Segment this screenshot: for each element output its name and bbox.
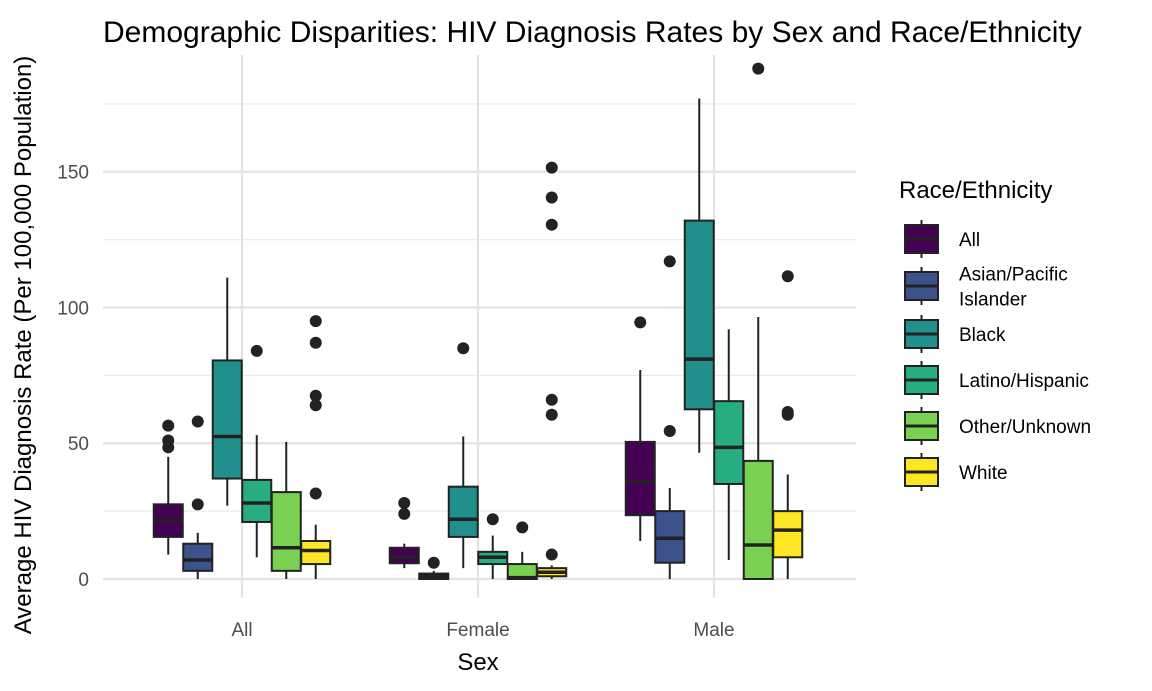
box-iqr [241, 478, 273, 523]
legend-label: Asian/Pacific [959, 265, 1068, 286]
outlier-point [634, 316, 647, 329]
y-axis-ticks: 0 50 100 150 [57, 163, 89, 591]
box-other-unknown-all [270, 441, 302, 579]
box-other-unknown-male [742, 62, 774, 580]
box-black-all [211, 277, 243, 506]
outlier-point [309, 399, 322, 412]
outlier-point [545, 393, 558, 406]
outlier-point [545, 548, 558, 561]
boxplot-marks [152, 62, 804, 580]
box-all-male [624, 316, 656, 541]
outlier-point [545, 218, 558, 231]
box-asian-pacific-islander-female [418, 556, 450, 580]
legend-item-black: Black [904, 315, 1006, 353]
outlier-point [781, 406, 794, 419]
outlier-point [545, 191, 558, 204]
box-asian-pacific-islander-male [654, 255, 686, 579]
box-iqr [447, 485, 479, 538]
legend-item-other-unknown: Other/Unknown [904, 407, 1091, 445]
x-axis-ticks: All Female Male [231, 620, 734, 641]
outlier-point [398, 496, 411, 509]
legend-label: White [959, 463, 1008, 484]
x-tick-label: All [231, 620, 252, 641]
outlier-point [191, 415, 204, 428]
legend-item-all: All [904, 220, 980, 258]
y-tick-label: 100 [57, 298, 89, 319]
box-iqr [388, 546, 420, 565]
box-latino-hispanic-male [713, 329, 745, 560]
box-black-female [447, 342, 479, 569]
box-iqr [624, 440, 656, 517]
legend-label: Islander [959, 290, 1027, 311]
legend-item-asian-pacific-islander: Asian/Pacific Islander [904, 265, 1068, 311]
box-white-male [772, 270, 804, 579]
y-tick-label: 150 [57, 163, 89, 184]
y-tick-label: 0 [78, 570, 89, 591]
outlier-point [309, 487, 322, 500]
outlier-point [663, 425, 676, 438]
outlier-point [398, 507, 411, 520]
legend-label: Other/Unknown [959, 417, 1091, 438]
box-iqr [182, 542, 214, 572]
x-axis-title: Sex [457, 649, 498, 676]
outlier-point [162, 419, 175, 432]
box-iqr [270, 491, 302, 572]
legend-label: Black [959, 325, 1006, 346]
legend: Race/Ethnicity All Asian/Pacific Islander B… [899, 177, 1091, 491]
outlier-point [545, 161, 558, 174]
box-white-female [536, 161, 568, 579]
box-latino-hispanic-all [241, 344, 273, 558]
outlier-point [663, 255, 676, 268]
outlier-point [250, 344, 263, 357]
box-iqr [772, 510, 804, 559]
box-iqr [742, 459, 774, 580]
y-axis-title: Average HIV Diagnosis Rate (Per 100,000 … [10, 56, 37, 635]
y-tick-label: 50 [68, 434, 89, 455]
outlier-point [309, 315, 322, 328]
legend-title: Race/Ethnicity [899, 177, 1052, 204]
box-iqr [683, 219, 715, 411]
box-iqr [211, 359, 243, 480]
box-latino-hispanic-female [477, 513, 509, 579]
outlier-point [191, 498, 204, 511]
outlier-point [516, 521, 529, 534]
box-all-all [152, 419, 184, 555]
legend-item-white: White [904, 453, 1008, 491]
outlier-point [309, 389, 322, 402]
outlier-point [309, 336, 322, 349]
outlier-point [486, 513, 499, 526]
box-iqr [713, 400, 745, 485]
outlier-point [545, 408, 558, 421]
box-other-unknown-female [506, 521, 538, 580]
box-black-male [683, 98, 715, 453]
box-asian-pacific-islander-all [182, 415, 214, 579]
box-iqr [300, 539, 332, 566]
legend-item-latino-hispanic: Latino/Hispanic [904, 361, 1089, 399]
box-all-female [388, 496, 420, 569]
x-tick-label: Male [693, 620, 734, 641]
outlier-point [457, 342, 470, 355]
x-tick-label: Female [446, 620, 509, 641]
legend-label: Latino/Hispanic [959, 371, 1089, 392]
outlier-point [427, 556, 440, 569]
outlier-point [781, 270, 794, 283]
box-white-all [300, 315, 332, 579]
legend-label: All [959, 230, 980, 251]
outlier-point [162, 434, 175, 447]
legend-items: All Asian/Pacific Islander Black Latino/Hisp… [904, 220, 1091, 491]
outlier-point [752, 62, 765, 75]
chart-title: Demographic Disparities: HIV Diagnosis R… [103, 16, 1082, 49]
